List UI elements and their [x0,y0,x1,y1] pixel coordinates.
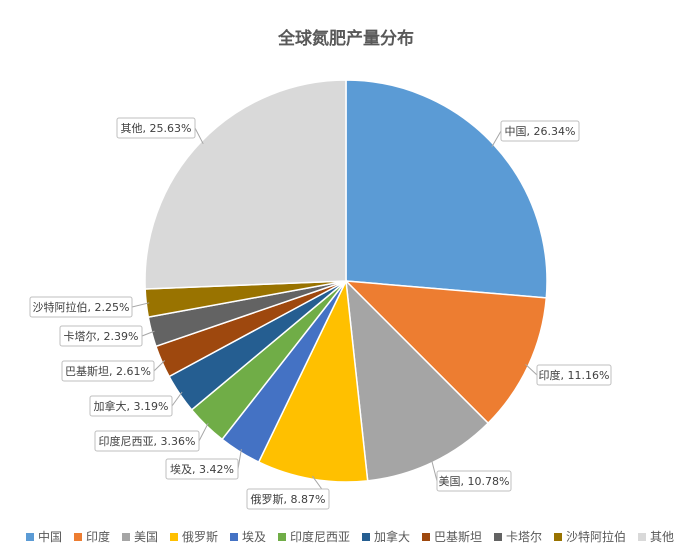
pie-slices [144,79,548,483]
legend-swatch-2 [121,533,130,541]
leader-line-8 [141,330,155,337]
data-label-9: 沙特阿拉伯, 2.25% [33,300,130,314]
legend-swatch-7 [422,533,431,541]
data-label-8: 卡塔尔, 2.39% [64,330,139,343]
data-label-6: 加拿大, 3.19% [94,399,169,413]
legend-swatch-8 [494,533,503,541]
data-label-box-1 [536,364,612,386]
data-labels: 中国, 26.34% 印度, 11.16% 美国, 10.78% 俄罗斯, 8.87%… [29,117,612,510]
data-label-3: 俄罗斯, 8.87% [251,493,326,506]
legend-item-6: 加拿大 [374,529,410,544]
leader-line-0 [491,130,502,148]
data-label-box-9 [29,296,133,318]
data-label-4: 埃及, 3.42% [170,462,234,476]
leader-line-1 [525,364,538,376]
data-label-0: 中国, 26.34% [505,125,576,138]
legend-item-5: 印度尼西亚 [290,529,350,544]
data-label-box-6 [89,395,173,417]
pie-slice-3 [257,278,369,483]
data-label-box-3 [246,488,330,510]
data-label-box-8 [59,325,143,347]
leader-line-6 [171,391,183,407]
data-label-box-0 [500,120,580,142]
legend: 中国 印度 美国 俄罗斯 埃及 印度尼西亚 加拿大 巴基斯坦 卡塔尔 沙特阿拉伯 其他 [25,529,674,544]
leader-line-10 [194,127,204,145]
chart-title: 全球氮肥产量分布 [277,28,414,49]
leader-line-9 [131,302,150,308]
data-label-1: 印度, 11.16% [539,368,610,382]
legend-item-9: 沙特阿拉伯 [566,529,626,544]
legend-swatch-1 [73,533,82,541]
legend-swatch-10 [638,533,647,541]
data-label-box-2 [436,470,512,492]
leader-line-7 [153,360,166,372]
data-label-box-10 [116,117,196,139]
leader-line-2 [431,459,438,482]
legend-swatch-0 [25,533,34,541]
legend-item-0: 中国 [38,529,62,544]
legend-item-3: 俄罗斯 [182,530,218,544]
legend-item-4: 埃及 [242,530,266,544]
legend-swatch-6 [361,533,370,541]
pie-slice-10 [144,79,347,290]
leader-line-5 [198,422,209,442]
data-label-box-5 [94,430,200,452]
data-label-5: 印度尼西亚, 3.36% [99,434,196,448]
legend-swatch-3 [169,533,178,541]
pie-slice-0 [345,79,548,299]
legend-swatch-4 [229,533,238,541]
pie-slice-2 [345,278,490,482]
legend-item-8: 卡塔尔 [506,529,542,544]
leader-line-4 [237,449,242,470]
pie-slice-1 [344,280,548,425]
legend-item-7: 巴基斯坦 [434,530,482,544]
data-label-7: 巴基斯坦, 2.61% [65,364,151,378]
data-label-box-4 [165,458,239,480]
legend-item-1: 印度 [86,529,110,544]
data-label-2: 美国, 10.78% [439,475,510,488]
legend-item-2: 美国 [134,530,158,544]
legend-item-10: 其他 [650,530,674,544]
data-label-10: 其他, 25.63% [121,122,192,135]
legend-swatch-9 [554,533,563,541]
legend-swatch-5 [277,533,286,541]
data-label-box-7 [61,360,155,382]
